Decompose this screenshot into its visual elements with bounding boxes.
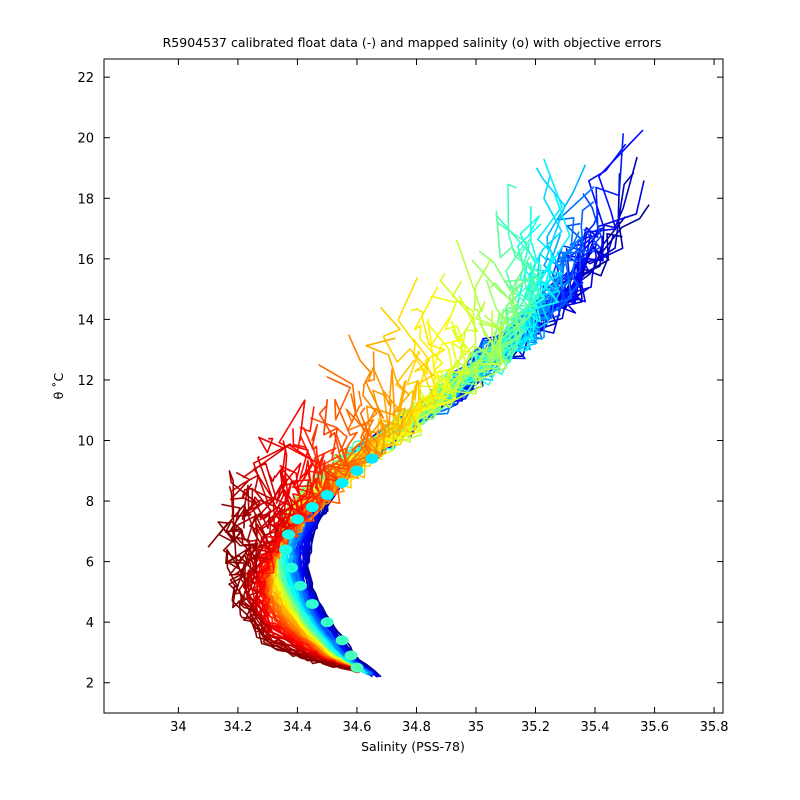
- x-tick-label: 35.4: [581, 720, 610, 735]
- plot-area: [103, 58, 724, 714]
- x-tick-label: 34: [170, 720, 187, 735]
- x-tick-label: 34.8: [402, 720, 431, 735]
- y-axis-label: θ ˚C: [51, 372, 66, 399]
- mapped-salinity-point: [320, 490, 334, 500]
- x-tick-label: 34.6: [342, 720, 371, 735]
- mapped-salinity-point: [282, 529, 296, 540]
- float-profile-line: [221, 503, 355, 672]
- y-tick-label: 16: [77, 253, 94, 268]
- mapped-salinity-points: [279, 453, 379, 673]
- y-tick-label: 18: [77, 192, 94, 207]
- mapped-salinity-point: [335, 635, 349, 646]
- float-profile-line: [228, 470, 360, 671]
- y-tick-label: 6: [86, 556, 94, 571]
- y-tick-label: 14: [77, 313, 94, 328]
- x-tick-label: 35.6: [640, 720, 669, 735]
- x-tick-label: 35.8: [700, 720, 729, 735]
- mapped-salinity-point: [350, 465, 364, 476]
- x-axis: 34 34.2 34.4 34.6 34.8 35 35.2 35.4 35.6 35.8: [170, 59, 729, 735]
- chart-title: R5904537 calibrated float data (-) and m…: [163, 35, 662, 50]
- float-profile-line: [207, 521, 358, 673]
- y-tick-label: 10: [77, 435, 94, 450]
- y-tick-label: 12: [77, 374, 94, 389]
- mapped-salinity-point: [335, 477, 349, 488]
- y-tick-label: 22: [77, 71, 94, 86]
- x-tick-label: 34.4: [283, 720, 312, 735]
- mapped-salinity-point: [305, 502, 319, 513]
- mapped-salinity-point: [305, 599, 319, 609]
- y-tick-label: 4: [86, 616, 94, 631]
- mapped-salinity-point: [290, 514, 304, 525]
- mapped-salinity-point: [320, 617, 334, 628]
- axes-frame: [103, 58, 724, 714]
- mapped-salinity-point: [284, 562, 298, 573]
- mapped-salinity-point: [279, 544, 293, 555]
- y-axis: 2 4 6 8 10 12 14 16 18 20 22: [77, 71, 723, 692]
- y-tick-label: 20: [77, 132, 94, 147]
- mapped-salinity-point: [293, 580, 307, 591]
- y-tick-label: 2: [86, 677, 94, 692]
- x-tick-label: 35.2: [521, 720, 550, 735]
- x-tick-label: 34.2: [223, 720, 252, 735]
- mapped-salinity-point: [344, 650, 358, 661]
- y-tick-label: 8: [86, 495, 94, 510]
- x-tick-label: 35: [468, 720, 485, 735]
- x-axis-label: Salinity (PSS-78): [361, 739, 465, 754]
- mapped-salinity-point: [350, 662, 364, 673]
- mapped-salinity-point: [365, 453, 379, 464]
- float-profile-line: [231, 474, 356, 672]
